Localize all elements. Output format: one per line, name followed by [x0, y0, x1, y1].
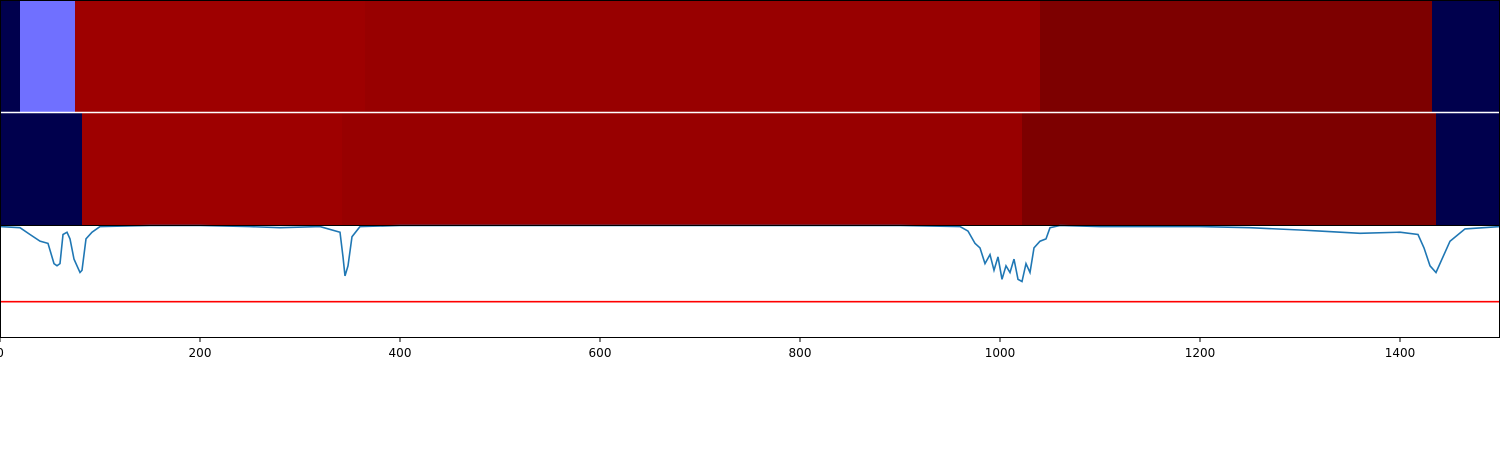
segment-1-3 [75, 0, 365, 113]
segment-1-1 [0, 0, 20, 113]
x-tick-label: 200 [189, 346, 212, 360]
segment-1-4 [365, 0, 1040, 113]
x-tick-label: 600 [589, 346, 612, 360]
segment-2-1 [0, 112, 82, 226]
segment-2-5 [1436, 112, 1500, 226]
series-line [0, 224, 1500, 283]
segment-2-2 [82, 112, 342, 226]
x-tick-label: 1000 [985, 346, 1016, 360]
x-tick-label: 400 [389, 346, 412, 360]
segment-track-2 [0, 112, 1500, 226]
segment-1-2 [20, 0, 75, 113]
segment-track-1 [0, 0, 1500, 113]
x-tick-label: 1200 [1185, 346, 1216, 360]
segment-1-6 [1432, 0, 1500, 113]
segment-2-4 [1022, 112, 1436, 226]
x-tick-label: 800 [789, 346, 812, 360]
segment-1-5 [1040, 0, 1432, 113]
segment-2-3 [342, 112, 1022, 226]
x-tick-label: 0 [0, 346, 4, 360]
line-panel [0, 224, 1500, 303]
x-tick-label: 1400 [1385, 346, 1416, 360]
x-axis: 0 200 400 600 800 1000 1200 1400 [0, 338, 1415, 360]
